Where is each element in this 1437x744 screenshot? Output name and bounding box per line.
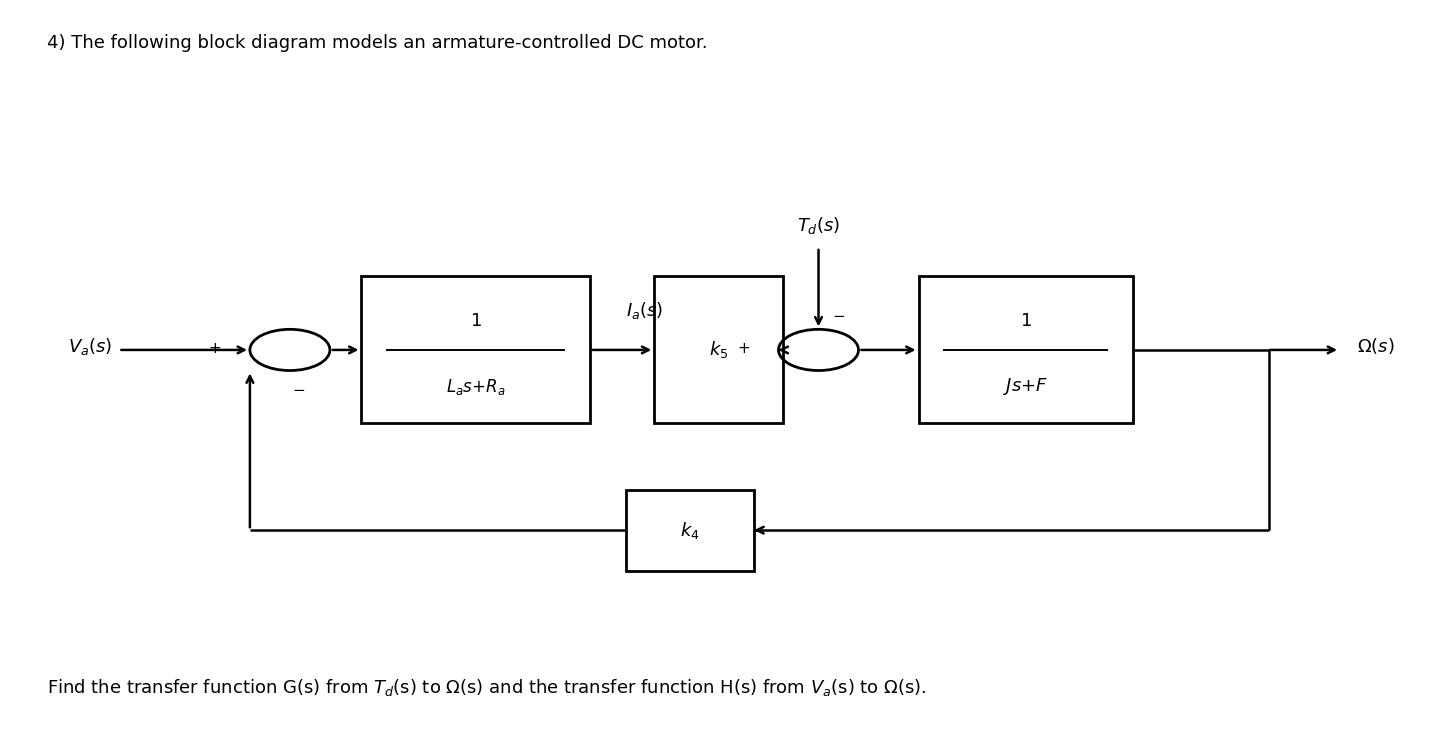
Text: $k_4$: $k_4$ [680, 519, 700, 541]
Bar [918, 276, 1132, 423]
Text: $k_5$: $k_5$ [708, 339, 729, 360]
Text: $I_a(s)$: $I_a(s)$ [625, 300, 662, 321]
Text: $1$: $1$ [470, 312, 481, 330]
Text: $\Omega(s)$: $\Omega(s)$ [1357, 336, 1394, 356]
Text: $L_as{+}R_a$: $L_as{+}R_a$ [445, 376, 506, 397]
Text: $-$: $-$ [292, 381, 305, 396]
Text: $-$: $-$ [832, 307, 845, 322]
Bar [361, 276, 591, 423]
Text: Find the transfer function G(s) from $T_d$(s) to $\Omega$(s) and the transfer fu: Find the transfer function G(s) from $T_… [47, 677, 927, 699]
Text: $1$: $1$ [1020, 312, 1032, 330]
Text: $T_d(s)$: $T_d(s)$ [798, 215, 841, 236]
Text: 4) The following block diagram models an armature-controlled DC motor.: 4) The following block diagram models an… [47, 33, 707, 51]
Text: $+$: $+$ [737, 341, 750, 356]
Text: $V_a(s)$: $V_a(s)$ [68, 336, 112, 357]
Text: $Js{+}F$: $Js{+}F$ [1003, 376, 1049, 397]
Text: $+$: $+$ [208, 341, 221, 356]
Bar [625, 490, 754, 571]
Bar [654, 276, 783, 423]
